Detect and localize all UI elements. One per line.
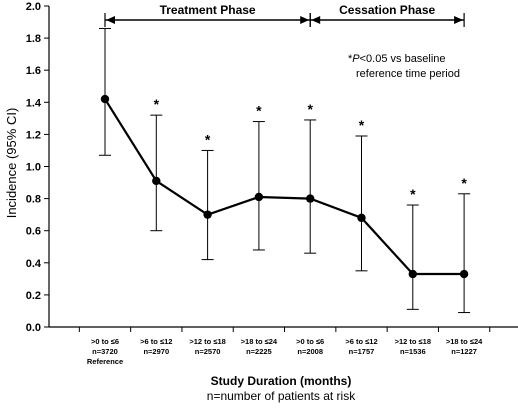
x-category-label: n=3720	[92, 347, 118, 356]
significance-note-rest: <0.05 vs baseline	[360, 53, 446, 65]
x-category-label: >6 to ≤12	[345, 337, 377, 346]
data-point	[306, 194, 315, 203]
significance-star: *	[410, 186, 416, 202]
phase-arrowhead	[300, 16, 310, 24]
x-category-label: >6 to ≤12	[140, 337, 172, 346]
y-tick-label: 0.6	[26, 226, 41, 238]
phase-arrowhead	[311, 16, 321, 24]
x-category-label: n=1227	[451, 347, 477, 356]
x-axis-title: Study Duration (months)	[211, 374, 352, 388]
x-category-label: >12 to ≤18	[189, 337, 225, 346]
x-category-label: >0 to ≤6	[91, 337, 119, 346]
x-category-label: n=2008	[297, 347, 323, 356]
y-tick-label: 2.0	[26, 1, 41, 13]
x-category-label: n=1757	[349, 347, 375, 356]
data-point	[459, 269, 469, 279]
x-category-label: n=2225	[246, 347, 272, 356]
significance-star: *	[205, 131, 211, 147]
x-category-label: n=1536	[400, 347, 426, 356]
data-point	[254, 192, 264, 202]
x-category-label: n=2570	[195, 347, 221, 356]
phase-arrowhead	[454, 16, 464, 24]
y-tick-label: 1.4	[26, 97, 42, 109]
y-tick-label: 1.6	[26, 65, 41, 77]
x-category-label: >18 to ≤24	[446, 337, 483, 346]
significance-star: *	[461, 175, 467, 191]
phase-label: Cessation Phase	[339, 3, 435, 17]
y-tick-label: 0.2	[26, 290, 41, 302]
y-tick-label: 0.8	[26, 194, 41, 206]
significance-star: *	[154, 96, 160, 112]
significance-note-p: P	[352, 53, 360, 65]
data-point	[100, 94, 110, 104]
significance-note-line2: reference time period	[356, 68, 460, 80]
x-axis-subtitle: n=number of patients at risk	[207, 389, 356, 403]
y-axis-title: Incidence (95% CI)	[4, 108, 19, 219]
y-tick-label: 0.4	[26, 258, 42, 270]
x-category-label: n=2970	[143, 347, 169, 356]
y-tick-label: 1.0	[26, 162, 41, 174]
x-category-label: >12 to ≤18	[395, 337, 431, 346]
data-point	[408, 269, 417, 279]
significance-star: *	[256, 103, 262, 119]
significance-note-star: *	[348, 53, 353, 65]
data-point	[357, 213, 366, 223]
phase-arrowhead	[106, 16, 115, 24]
series-line	[104, 98, 465, 276]
x-category-label: >0 to ≤6	[296, 337, 324, 346]
x-category-label: Reference	[87, 357, 123, 366]
data-point	[203, 210, 212, 219]
phase-label: Treatment Phase	[160, 3, 256, 17]
data-point	[152, 176, 161, 186]
y-tick-label: 0.0	[26, 322, 41, 334]
significance-star: *	[307, 101, 313, 117]
y-tick-label: 1.2	[26, 129, 41, 141]
significance-note: *P<0.05 vs baseline	[348, 53, 446, 65]
significance-star: *	[359, 117, 365, 133]
y-tick-label: 1.8	[26, 33, 41, 45]
x-category-label: >18 to ≤24	[241, 337, 278, 346]
